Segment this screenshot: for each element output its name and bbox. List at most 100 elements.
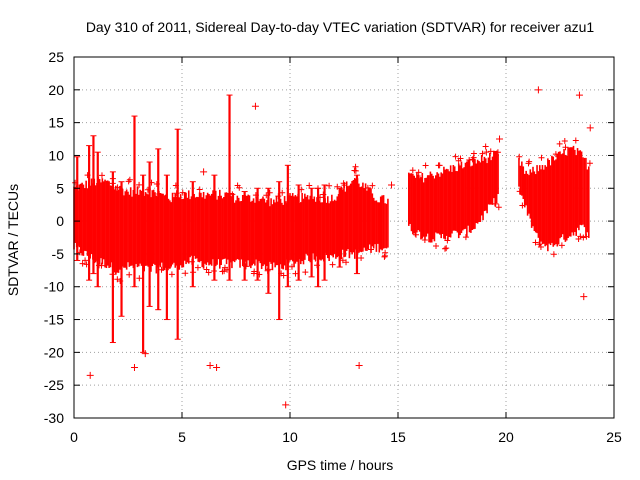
data-marker: [292, 270, 299, 277]
data-marker: [203, 266, 210, 273]
data-marker: [479, 150, 486, 157]
data-marker: [368, 246, 375, 253]
y-tick-label: -20: [44, 344, 64, 360]
data-marker: [219, 268, 226, 275]
data-marker: [251, 268, 258, 275]
x-tick-label: 0: [70, 429, 78, 445]
data-marker: [550, 251, 557, 258]
data-marker: [210, 267, 217, 274]
data-marker: [179, 189, 186, 196]
data-marker: [289, 194, 296, 201]
data-marker: [435, 162, 442, 169]
data-marker: [242, 263, 249, 270]
outlier-point: [86, 371, 94, 379]
x-axis-label: GPS time / hours: [287, 457, 394, 473]
data-marker: [96, 262, 103, 269]
data-marker: [263, 192, 270, 199]
y-tick-label: 15: [48, 115, 64, 131]
y-tick-label: 20: [48, 82, 64, 98]
data-marker: [583, 233, 590, 240]
data-marker: [334, 183, 341, 190]
data-marker: [280, 272, 287, 279]
data-marker: [415, 169, 422, 176]
data-marker: [577, 233, 584, 240]
data-marker: [144, 186, 151, 193]
data-marker: [114, 184, 121, 191]
data-marker: [98, 172, 105, 179]
data-marker: [84, 172, 91, 179]
data-marker: [516, 188, 523, 195]
outlier-point: [141, 350, 149, 358]
data-marker: [558, 242, 565, 249]
data-marker: [452, 153, 459, 160]
data-marker: [153, 180, 160, 187]
data-marker: [537, 244, 544, 251]
outlier-point: [355, 361, 363, 369]
y-tick-label: 5: [56, 180, 64, 196]
data-marker: [525, 160, 532, 167]
x-tick-label: 5: [178, 429, 186, 445]
data-marker: [580, 234, 587, 241]
data-marker: [358, 255, 365, 262]
data-marker: [561, 138, 568, 145]
data-marker: [483, 149, 490, 156]
data-marker: [194, 264, 201, 271]
data-marker: [83, 261, 90, 268]
data-marker: [226, 190, 233, 197]
outlier-point: [534, 86, 542, 94]
data-marker: [224, 266, 231, 273]
data-marker: [275, 193, 282, 200]
data-marker: [487, 148, 494, 155]
data-marker: [482, 143, 489, 150]
data-marker: [556, 140, 563, 147]
outlier-point: [200, 168, 208, 176]
outlier-point: [388, 181, 396, 189]
data-marker: [326, 182, 333, 189]
y-tick-label: -25: [44, 377, 64, 393]
x-tick-label: 25: [606, 429, 622, 445]
data-marker: [421, 237, 428, 244]
data-marker: [265, 266, 272, 273]
data-marker: [165, 264, 172, 271]
data-marker: [82, 257, 89, 264]
data-marker: [114, 276, 121, 283]
outlier-point: [496, 135, 504, 143]
data-marker: [433, 242, 440, 249]
data-marker: [109, 175, 116, 182]
data-marker: [109, 271, 116, 278]
data-marker: [298, 186, 305, 193]
y-tick-label: 10: [48, 147, 64, 163]
data-marker: [364, 184, 371, 191]
data-marker: [188, 258, 195, 265]
data-marker: [462, 234, 469, 241]
data-marker: [234, 182, 241, 189]
data-marker: [148, 179, 155, 186]
outlier-point: [206, 361, 214, 369]
y-tick-label: 0: [56, 213, 64, 229]
data-marker: [519, 202, 526, 209]
ticks: [73, 56, 615, 419]
x-tick-label: 20: [498, 429, 514, 445]
data-marker: [314, 185, 321, 192]
data-marker: [532, 239, 539, 246]
data-marker: [495, 204, 502, 211]
data-marker: [190, 269, 197, 276]
outlier-point: [586, 124, 594, 132]
data-marker: [302, 269, 309, 276]
chart-title: Day 310 of 2011, Sidereal Day-to-day VTE…: [86, 19, 595, 35]
data-marker: [382, 249, 389, 256]
data-marker: [572, 137, 579, 144]
data-marker: [416, 175, 423, 182]
data-marker: [466, 156, 473, 163]
data-marker: [136, 181, 143, 188]
data-marker: [266, 189, 273, 196]
data-marker: [341, 182, 348, 189]
data-marker: [320, 191, 327, 198]
x-tick-label: 10: [282, 429, 298, 445]
data-marker: [494, 149, 501, 156]
data-marker: [156, 191, 163, 198]
data-marker: [196, 186, 203, 193]
data-marker: [538, 154, 545, 161]
data-marker: [279, 189, 286, 196]
